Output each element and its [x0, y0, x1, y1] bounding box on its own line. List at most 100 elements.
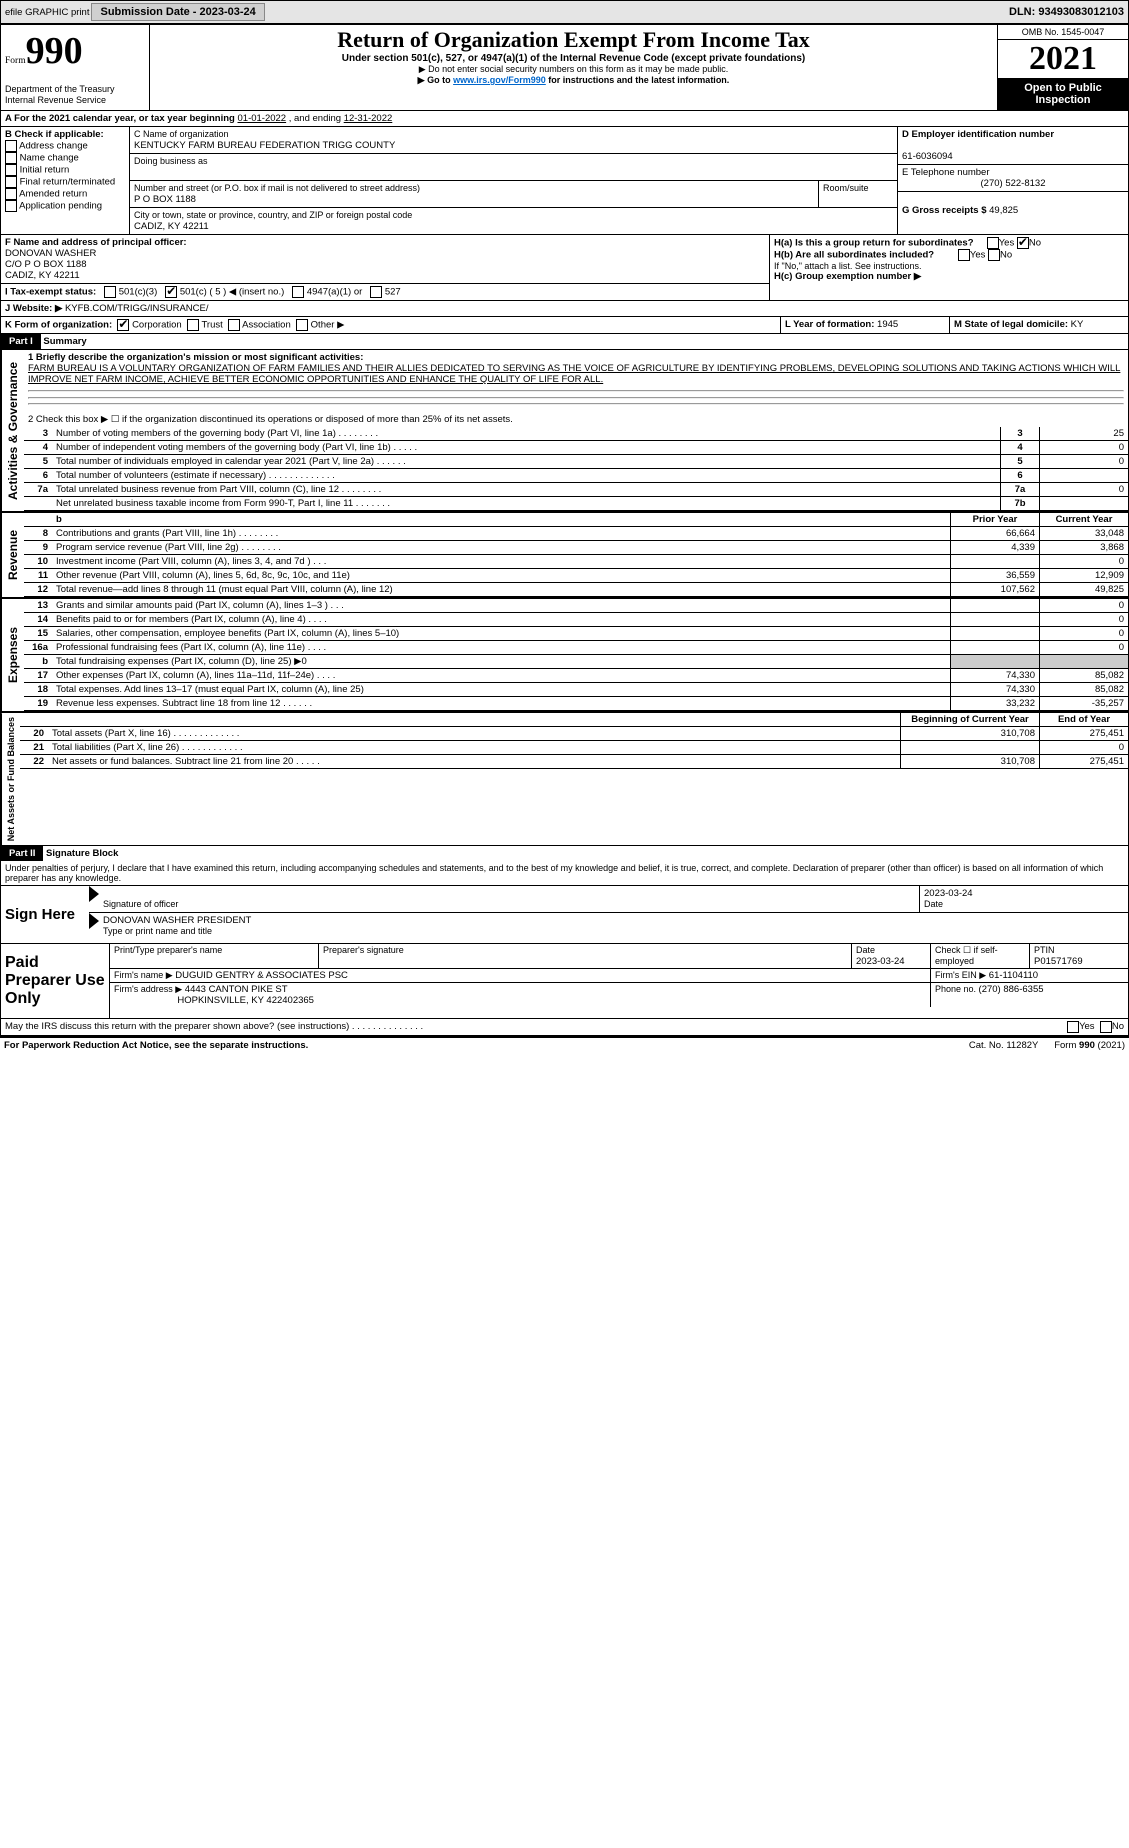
- name-change-check[interactable]: [5, 152, 17, 164]
- form-word: Form: [5, 56, 26, 66]
- irs-label: Internal Revenue Service: [5, 95, 106, 105]
- discuss-yes[interactable]: [1067, 1021, 1079, 1033]
- corp-label: Corporation: [132, 320, 182, 331]
- discuss-no[interactable]: [1100, 1021, 1112, 1033]
- table-row: 22Net assets or fund balances. Subtract …: [20, 755, 1128, 769]
- gross-value: 49,825: [989, 205, 1018, 216]
- addr-change-check[interactable]: [5, 140, 17, 152]
- sig-date: 2023-03-24: [924, 888, 973, 899]
- section-l: L Year of formation: 1945: [780, 317, 949, 333]
- table-row: 21Total liabilities (Part X, line 26) . …: [20, 741, 1128, 755]
- table-row: bTotal fundraising expenses (Part IX, co…: [24, 655, 1128, 669]
- section-m: M State of legal domicile: KY: [949, 317, 1128, 333]
- tax-status-label: I Tax-exempt status:: [5, 287, 96, 298]
- 501c3-label: 501(c)(3): [119, 287, 158, 298]
- cat-no: Cat. No. 11282Y: [969, 1040, 1039, 1051]
- period-a: A For the 2021 calendar year, or tax yea…: [5, 113, 238, 124]
- initial-check[interactable]: [5, 164, 17, 176]
- exp-vert-label: Expenses: [1, 599, 24, 711]
- name-change-label: Name change: [20, 153, 79, 164]
- hb-yes[interactable]: [958, 249, 970, 261]
- col-end: End of Year: [1058, 714, 1110, 725]
- initial-label: Initial return: [20, 165, 70, 176]
- net-vert-label: Net Assets or Fund Balances: [1, 713, 20, 845]
- efile-label: efile GRAPHIC print: [5, 7, 89, 18]
- final-label: Final return/terminated: [20, 177, 116, 188]
- col-current: Current Year: [1056, 514, 1113, 525]
- line1-label: 1 Briefly describe the organization's mi…: [28, 352, 363, 363]
- addr-label: Number and street (or P.O. box if mail i…: [134, 183, 420, 193]
- ha-no[interactable]: [1017, 237, 1029, 249]
- org-addr: P O BOX 1188: [134, 194, 196, 205]
- corp-check[interactable]: [117, 319, 129, 331]
- website-value: KYFB.COM/TRIGG/INSURANCE/: [65, 303, 209, 314]
- hb-no[interactable]: [988, 249, 1000, 261]
- assoc-check[interactable]: [228, 319, 240, 331]
- table-row: 9Program service revenue (Part VIII, lin…: [24, 541, 1128, 555]
- m-value: KY: [1071, 319, 1084, 330]
- yes-2: Yes: [970, 250, 986, 261]
- table-row: 12Total revenue—add lines 8 through 11 (…: [24, 583, 1128, 597]
- trust-check[interactable]: [187, 319, 199, 331]
- website-label: J Website: ▶: [5, 303, 62, 314]
- 527-check[interactable]: [370, 286, 382, 298]
- p-date: 2023-03-24: [856, 956, 905, 967]
- type-name-label: Type or print name and title: [103, 926, 212, 936]
- firm-phone: (270) 886-6355: [979, 984, 1044, 995]
- ha-label: H(a) Is this a group return for subordin…: [774, 238, 974, 249]
- firm-ein-label: Firm's EIN ▶: [935, 970, 986, 980]
- m-label: M State of legal domicile:: [954, 319, 1071, 330]
- instructions-link[interactable]: www.irs.gov/Form990: [453, 75, 546, 85]
- 527-label: 527: [385, 287, 401, 298]
- table-row: Net unrelated business taxable income fr…: [24, 497, 1128, 511]
- firm-addr1: 4443 CANTON PIKE ST: [185, 984, 288, 995]
- section-f: F Name and address of principal officer:…: [1, 235, 769, 284]
- table-row: 8Contributions and grants (Part VIII, li…: [24, 527, 1128, 541]
- table-row: 17Other expenses (Part IX, column (A), l…: [24, 669, 1128, 683]
- officer-printed: DONOVAN WASHER PRESIDENT: [103, 915, 251, 926]
- other-check[interactable]: [296, 319, 308, 331]
- dept-label: Department of the Treasury: [5, 84, 115, 94]
- k-label: K Form of organization:: [5, 320, 112, 331]
- dba-label: Doing business as: [134, 156, 208, 166]
- l-label: L Year of formation:: [785, 319, 877, 330]
- yes-1: Yes: [999, 238, 1015, 249]
- org-name: KENTUCKY FARM BUREAU FEDERATION TRIGG CO…: [134, 140, 395, 151]
- final-check[interactable]: [5, 176, 17, 188]
- table-row: 15Salaries, other compensation, employee…: [24, 627, 1128, 641]
- subtitle-1: Under section 501(c), 527, or 4947(a)(1)…: [154, 53, 993, 64]
- hc-label: H(c) Group exemption number ▶: [774, 271, 921, 282]
- period-end: 12-31-2022: [344, 113, 393, 124]
- gross-label: G Gross receipts $: [902, 205, 989, 216]
- rev-vert-label: Revenue: [1, 513, 24, 597]
- sig-arrow-1: [89, 886, 99, 902]
- preparer-table: Print/Type preparer's name Preparer's si…: [110, 944, 1128, 1007]
- 4947-check[interactable]: [292, 286, 304, 298]
- declaration-text: Under penalties of perjury, I declare th…: [1, 861, 1128, 885]
- table-row: 20Total assets (Part X, line 16) . . . .…: [20, 727, 1128, 741]
- amended-check[interactable]: [5, 188, 17, 200]
- section-i: I Tax-exempt status: 501(c)(3) 501(c) ( …: [1, 284, 769, 300]
- ein-label: D Employer identification number: [902, 129, 1054, 140]
- trust-label: Trust: [201, 320, 222, 331]
- rev-table: bPrior YearCurrent Year 8Contributions a…: [24, 513, 1128, 597]
- table-row: 10Investment income (Part VIII, column (…: [24, 555, 1128, 569]
- amended-label: Amended return: [19, 189, 87, 200]
- pending-check[interactable]: [5, 200, 17, 212]
- submission-date-button[interactable]: Submission Date - 2023-03-24: [91, 3, 264, 21]
- footer-form-num: 990: [1079, 1040, 1095, 1051]
- section-h: H(a) Is this a group return for subordin…: [769, 235, 1128, 300]
- officer-label: F Name and address of principal officer:: [5, 237, 187, 248]
- discuss-row: May the IRS discuss this return with the…: [1, 1018, 1128, 1035]
- tax-year: 2021: [998, 40, 1128, 78]
- table-row: 19Revenue less expenses. Subtract line 1…: [24, 697, 1128, 711]
- sign-here-label: Sign Here: [1, 886, 89, 943]
- part2-header: Part II: [1, 846, 43, 861]
- 501c-check[interactable]: [165, 286, 177, 298]
- addr-change-label: Address change: [19, 141, 88, 152]
- table-row: 7aTotal unrelated business revenue from …: [24, 483, 1128, 497]
- ha-yes[interactable]: [987, 237, 999, 249]
- col-begin: Beginning of Current Year: [911, 714, 1029, 725]
- 501c3-check[interactable]: [104, 286, 116, 298]
- sig-officer-label: Signature of officer: [103, 899, 178, 909]
